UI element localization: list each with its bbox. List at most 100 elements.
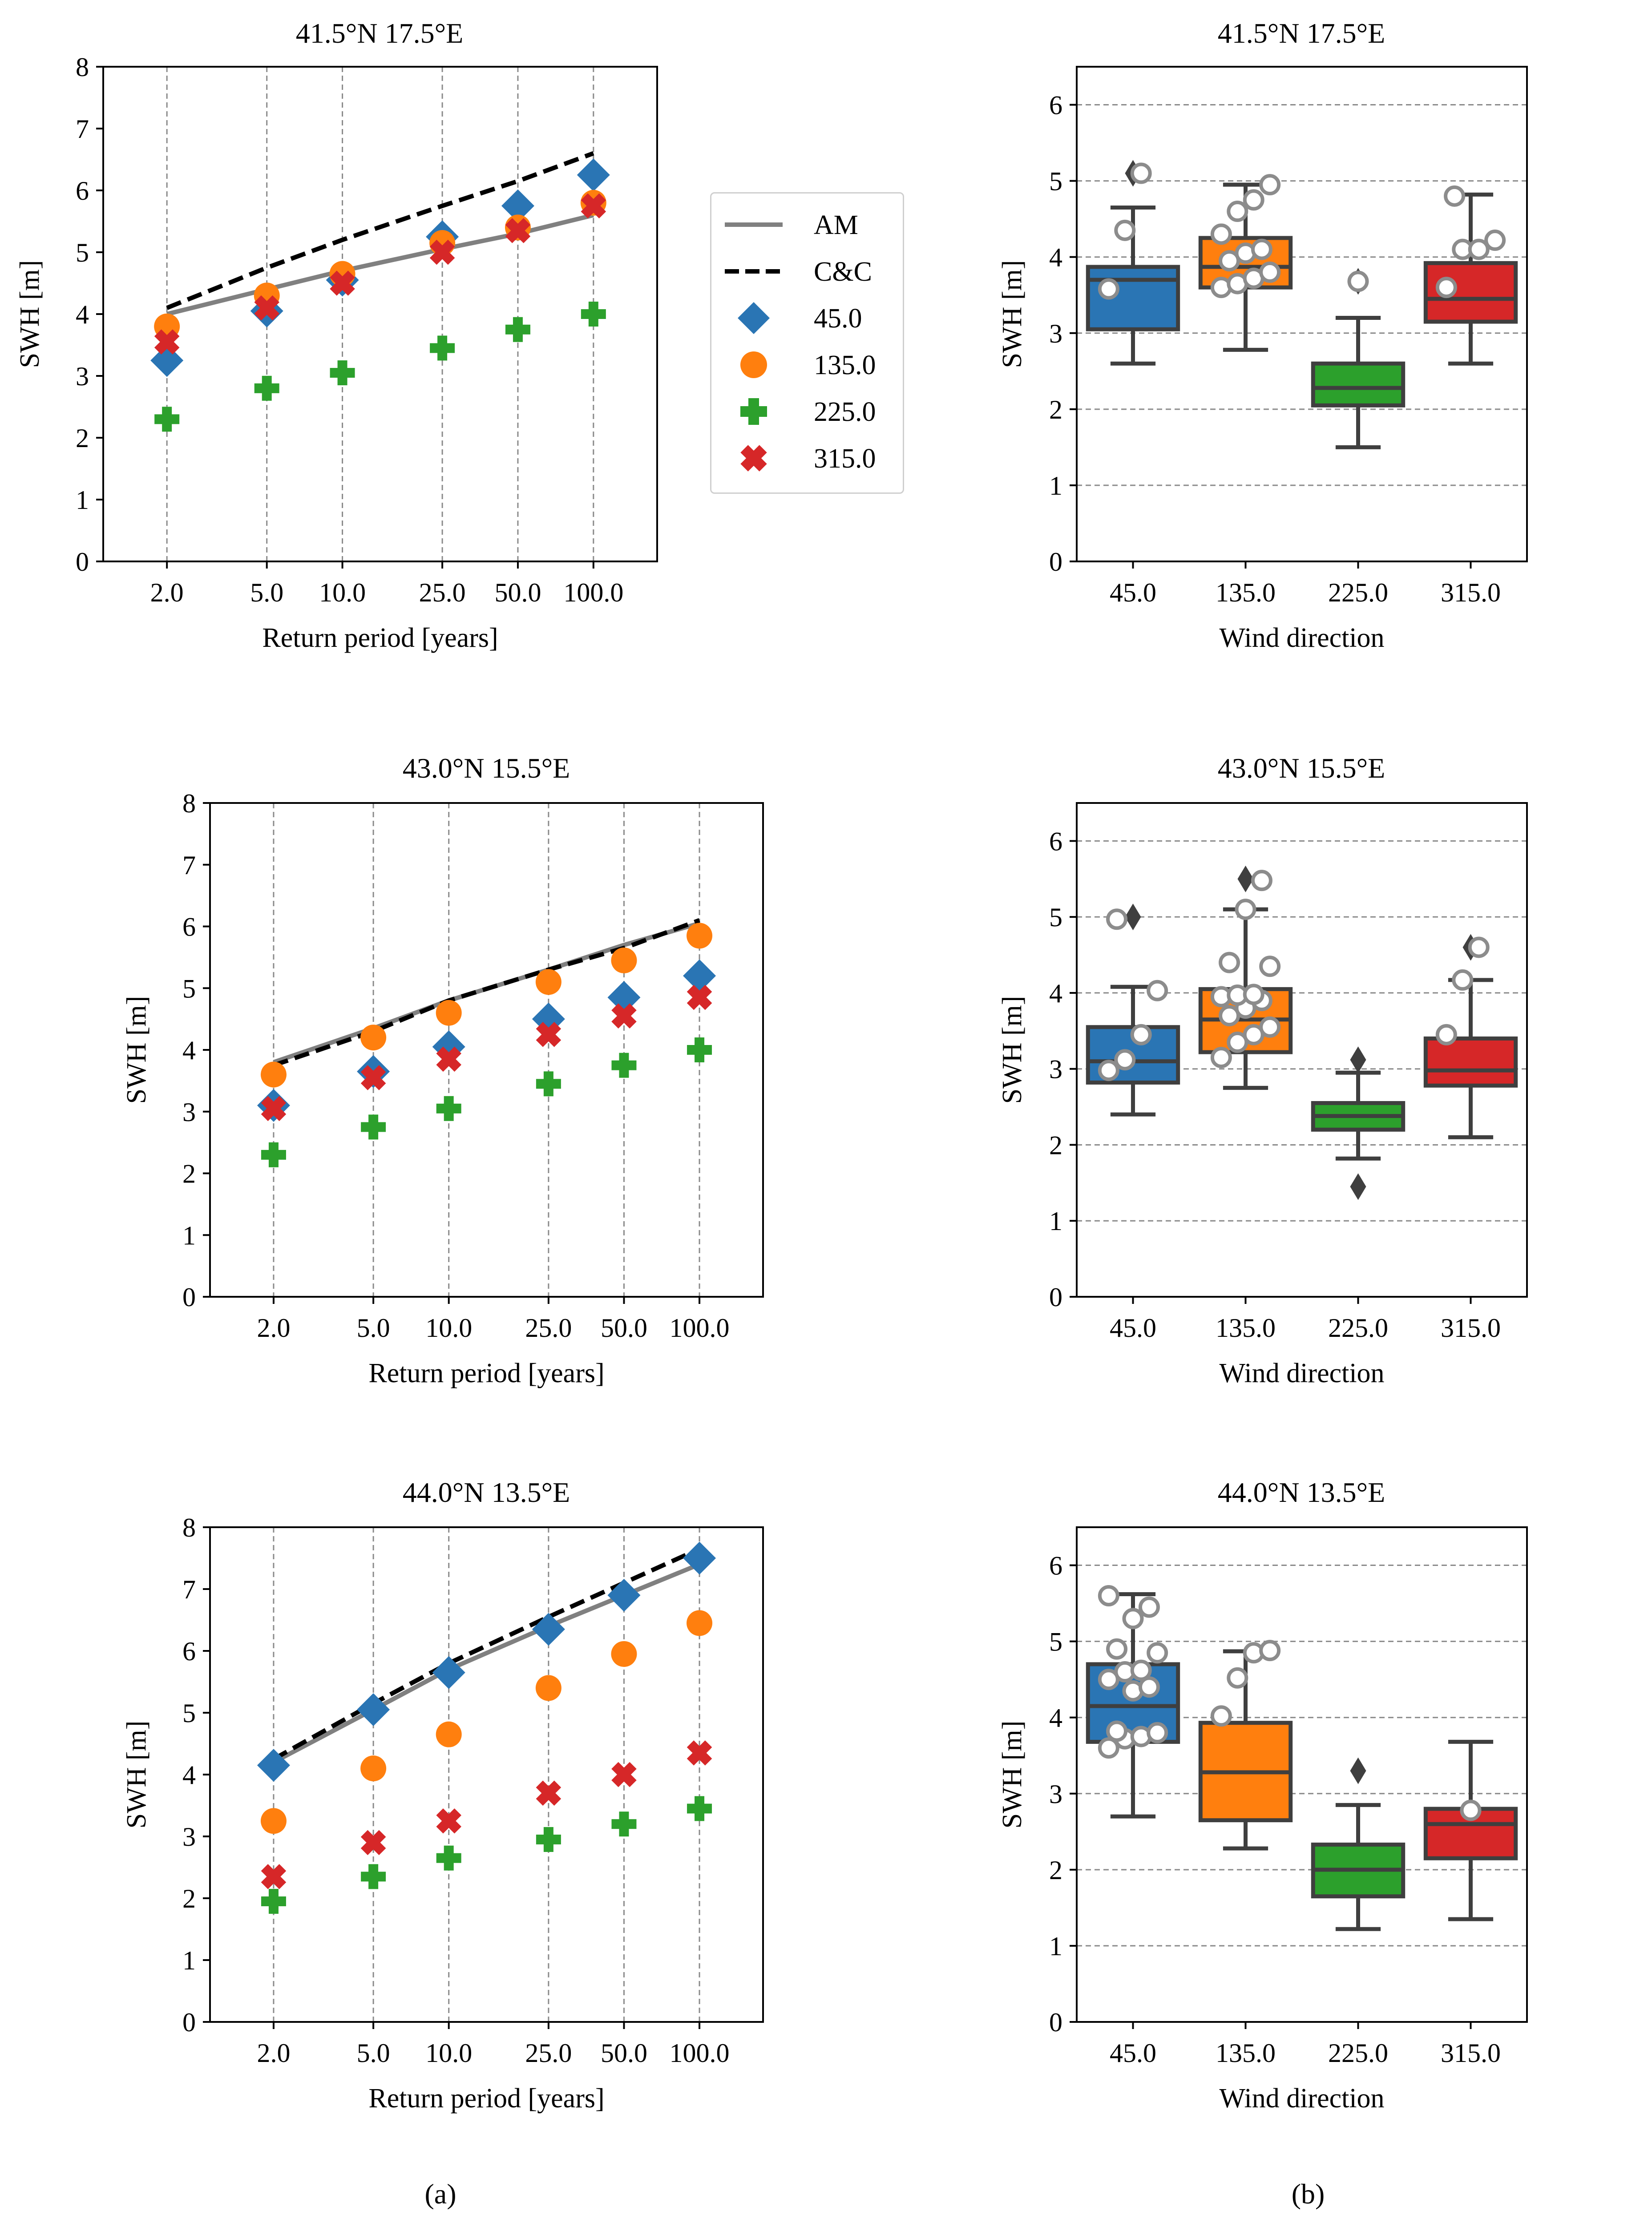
box-plot-1-45-point-2 [1130,162,1152,184]
box-plot-1-ytick-label-5: 5 [1049,167,1062,196]
return-period-plot-3-ytick-label-5: 5 [182,1699,196,1728]
box-plot-1-xtick-label-3: 315.0 [1441,578,1501,607]
box-plot-2-ytick-label-2: 2 [1049,1130,1062,1160]
box-plot-2-xtick-label-0: 45.0 [1110,1313,1156,1343]
return-period-plot-1-ytick-label-2: 2 [76,424,89,453]
return-period-plot-1-point-315-2 [330,270,355,296]
box-plot-2-315-point-1 [1452,969,1474,991]
return-period-plot-2-point-135-0 [260,1061,287,1088]
legend-label-45: 45.0 [814,303,862,334]
box-plot-3-ytick-label-2: 2 [1049,1856,1062,1885]
return-period-plot-3-point-225-0 [261,1888,286,1914]
return-period-plot-3-point-135-3 [535,1675,561,1701]
legend-label-225: 225.0 [814,397,876,427]
return-period-plot-2-point-315-4 [611,1003,637,1029]
box-plot-3-225-flier-0 [1350,1757,1366,1784]
box-plot-2-225-flier-0 [1350,1173,1366,1200]
return-period-plot-2-ytick-label-6: 6 [182,912,196,942]
box-plot-1-45-point-0 [1098,278,1119,300]
return-period-plot-1-ytick-label-4: 4 [76,300,89,329]
box-plot-1-225-box [1311,361,1406,407]
box-plot-2-x-axis-label: Wind direction [1219,1358,1384,1388]
return-period-plot-1-line-am [166,213,594,316]
box-plot-3-45-point-13 [1138,1596,1160,1618]
box-plot-3-xtick-label-2: 225.0 [1328,2038,1388,2068]
return-period-plot-3-point-225-5-h [687,1803,712,1814]
return-period-plot-3-point-45-5 [683,1541,716,1575]
return-period-plot-2-ytick-label-5: 5 [182,974,196,1003]
box-plot-2-xtick-label-2: 225.0 [1328,1313,1388,1343]
return-period-plot-2-ytick-label-8: 8 [182,789,196,818]
return-period-plot-1-xtick-label-3: 25.0 [419,578,466,607]
return-period-plot-1-point-315-0-h [154,329,180,355]
chart-title-b2: 43.0°N 15.5°E [1217,752,1385,784]
legend-item-45: 45.0 [711,296,903,340]
box-plot-1-315-point-4 [1444,185,1466,207]
return-period-plot-2-ytick-label-7: 7 [182,851,196,880]
box-plot-1-135-point-6 [1251,238,1272,260]
box-plot-1-315-point-2 [1468,238,1490,260]
box-plot-2-ytick-label-1: 1 [1049,1206,1062,1236]
return-period-plot-3-xtick-label-2: 10.0 [425,2038,472,2068]
return-period-plot-3-point-45-4 [607,1578,641,1612]
return-period-plot-3-point-225-3 [536,1827,561,1852]
return-period-plot-1-ytick-label-0: 0 [76,547,89,577]
return-period-plot-1-ytick-label-6: 6 [76,176,89,206]
box-plot-3-ytick-label-0: 0 [1049,2008,1062,2037]
box-plot-1-xtick-label-1: 135.0 [1216,578,1276,607]
box-plot-3-135-point-3 [1259,1640,1281,1662]
return-period-plot-1-point-315-1-h [254,295,279,321]
return-period-plot-1-point-315-3-h [429,239,455,265]
return-period-plot-2-point-225-4 [611,1053,637,1078]
return-period-plot-3-ytick-label-6: 6 [182,1637,196,1666]
box-plot-2-135-flier-0 [1237,865,1254,892]
return-period-plot-3-point-225-4-h [611,1819,637,1829]
return-period-plot-2-point-45-5 [683,959,716,992]
return-period-plot-3-point-315-1 [360,1830,386,1856]
box-plot-1-315-point-0 [1435,277,1457,299]
return-period-plot-3-point-315-3-h [536,1780,561,1806]
box-plot-1-ytick-label-0: 0 [1049,547,1062,577]
box-plot-2-45-point-2 [1130,1024,1152,1045]
box-plot-3-45-point-6 [1138,1676,1160,1698]
return-period-plot-2-xtick-label-0: 2.0 [257,1313,290,1343]
box-plot-2-frame [1076,802,1528,1298]
box-plot-1-45-point-1 [1114,219,1136,241]
return-period-plot-1-point-315-5-h [581,193,606,219]
panel-label-b: (b) [1291,2178,1325,2210]
legend-item-135: 135.0 [711,343,903,387]
box-plot-2-135-point-3 [1259,1016,1281,1038]
legend-x-icon [740,445,767,472]
return-period-plot-1-point-225-3 [430,335,455,361]
box-plot-1-ytick-label-3: 3 [1049,319,1062,348]
return-period-plot-2-point-225-3 [536,1071,561,1097]
box-plot-3-45-point-0 [1098,1737,1119,1759]
return-period-plot-1-point-225-0-h [154,414,180,424]
legend-label-am: AM [814,210,858,240]
panel-label-a: (a) [424,2178,456,2210]
box-plot-1-315-point-3 [1484,230,1506,251]
box-plot-2-xtick-label-1: 135.0 [1216,1313,1276,1343]
box-plot-3-ytick-label-6: 6 [1049,1551,1062,1581]
box-plot-3-xtick-label-0: 45.0 [1110,2038,1156,2068]
return-period-plot-2-point-315-4-h [611,1003,637,1029]
return-period-plot-3-ytick-label-0: 0 [182,2008,196,2037]
return-period-plot-2-point-315-1-h [360,1065,386,1090]
return-period-plot-2-point-135-1 [360,1025,387,1051]
return-period-plot-1-point-225-0 [154,407,180,432]
box-plot-1-135-point-3 [1259,261,1281,283]
box-plot-2-225-flier-1 [1350,1046,1366,1073]
box-plot-3-ytick-label-4: 4 [1049,1703,1062,1733]
return-period-plot-3-ytick-label-3: 3 [182,1822,196,1852]
return-period-plot-2-point-315-3-h [536,1022,561,1047]
return-period-plot-3-line-cc [272,1547,701,1761]
return-period-plot-1-point-225-5 [581,302,606,327]
legend: AM C&C 45.0 135.0 225.0 315.0 [710,192,904,494]
legend-item-am: AM [711,202,903,247]
return-period-plot-2-point-225-0-h [261,1150,286,1160]
legend-circle-icon [740,351,767,378]
return-period-plot-3-point-135-2 [436,1721,462,1747]
return-period-plot-3-point-225-1-h [361,1872,386,1882]
return-period-plot-1-ytick-label-3: 3 [76,362,89,391]
